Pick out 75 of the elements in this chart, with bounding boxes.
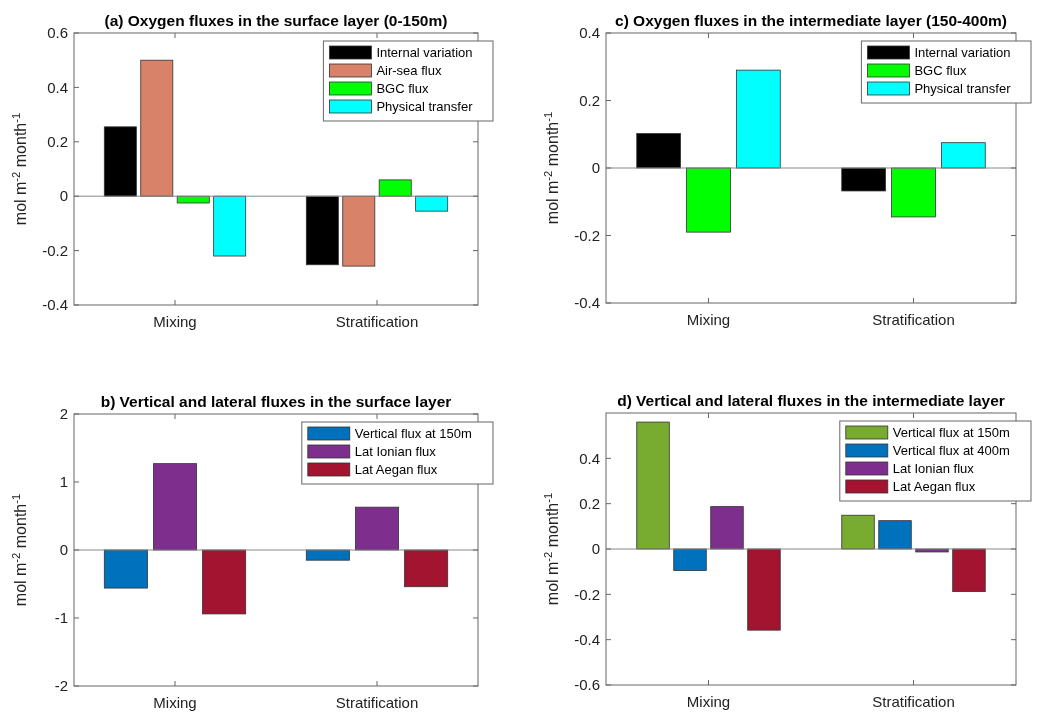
legend-label: Physical transfer <box>376 99 474 114</box>
bar <box>415 195 449 212</box>
y-tick-label: -0.6 <box>574 676 600 694</box>
y-tick-label: 1 <box>59 473 68 491</box>
bar <box>747 548 781 631</box>
bar <box>176 195 210 204</box>
y-tick-label: 0.4 <box>579 449 600 467</box>
y-tick-label: -0.2 <box>42 241 68 259</box>
x-tick-label: Stratification <box>872 311 955 328</box>
x-tick-label: Mixing <box>686 311 731 328</box>
legend-label: Vertical flux at 400m <box>892 443 1010 458</box>
bar <box>736 69 781 169</box>
bar <box>103 549 148 589</box>
bar <box>378 179 412 197</box>
x-tick-label: Mixing <box>153 313 197 330</box>
chart-title: (a) Oxygen fluxes in the surface layer (0-150m) <box>104 12 448 29</box>
x-tick-label: Stratification <box>872 693 955 710</box>
bar <box>305 195 339 266</box>
legend-label: Lat Aegan flux <box>892 479 976 494</box>
y-tick-label: 0 <box>591 159 600 177</box>
bar <box>636 421 670 550</box>
legend-label: Internal variation <box>376 45 473 60</box>
y-tick-label: -0.2 <box>574 585 600 603</box>
chart-title: c) Oxygen fluxes in the intermediate layer (150-400m) <box>615 12 1007 29</box>
bar <box>673 548 707 571</box>
legend-label: BGC flux <box>376 81 429 96</box>
legend-label: Internal variation <box>914 45 1011 60</box>
bar <box>941 142 986 169</box>
legend-label: Lat Aegan flux <box>354 462 438 477</box>
bar <box>355 506 399 551</box>
legend-label: Vertical flux at 150m <box>892 425 1010 440</box>
bar <box>952 548 986 593</box>
y-tick-label: -0.2 <box>574 226 600 244</box>
y-tick-label: 0 <box>59 541 68 559</box>
bar <box>841 514 875 550</box>
x-tick-label: Mixing <box>153 694 197 711</box>
x-tick-label: Mixing <box>686 693 731 710</box>
y-tick-label: 2 <box>59 405 68 423</box>
chart-title: b) Vertical and lateral fluxes in the surface layer <box>100 393 452 410</box>
y-tick-label: -0.4 <box>574 630 600 648</box>
bar <box>710 506 744 550</box>
bar <box>342 195 376 267</box>
y-tick-label: -0.4 <box>574 294 600 312</box>
bar <box>103 126 137 197</box>
bar <box>140 59 174 197</box>
y-tick-label: 0 <box>59 187 68 205</box>
bar <box>686 167 731 233</box>
y-tick-label: 0.4 <box>47 78 68 96</box>
legend-label: Lat Ionian flux <box>892 461 975 476</box>
y-tick-label: 0.2 <box>579 494 600 512</box>
y-tick-label: 0.6 <box>47 24 68 42</box>
y-tick-label: -0.4 <box>42 296 68 314</box>
y-tick-label: -1 <box>54 609 68 627</box>
x-tick-label: Stratification <box>335 313 419 330</box>
bar <box>153 463 197 551</box>
chart-title: d) Vertical and lateral fluxes in the intermediate layer <box>617 392 1005 409</box>
legend-label: Lat Ionian flux <box>354 444 437 459</box>
legend-label: Physical transfer <box>914 81 1012 96</box>
y-tick-label: 0.2 <box>579 91 600 109</box>
bar <box>305 549 350 561</box>
bar <box>202 549 247 615</box>
bar <box>841 167 886 192</box>
bar <box>213 195 247 257</box>
y-tick-label: 0.2 <box>47 133 68 151</box>
legend-label: Air-sea flux <box>376 63 442 78</box>
legend-label: BGC flux <box>914 63 967 78</box>
bar <box>404 549 449 588</box>
bar <box>878 520 912 550</box>
y-tick-label: 0.4 <box>579 24 600 42</box>
legend-label: Vertical flux at 150m <box>354 426 472 441</box>
bar <box>891 167 936 218</box>
x-tick-label: Stratification <box>335 694 419 711</box>
y-tick-label: 0 <box>591 540 600 558</box>
bar <box>636 133 681 169</box>
y-tick-label: -2 <box>54 677 68 695</box>
